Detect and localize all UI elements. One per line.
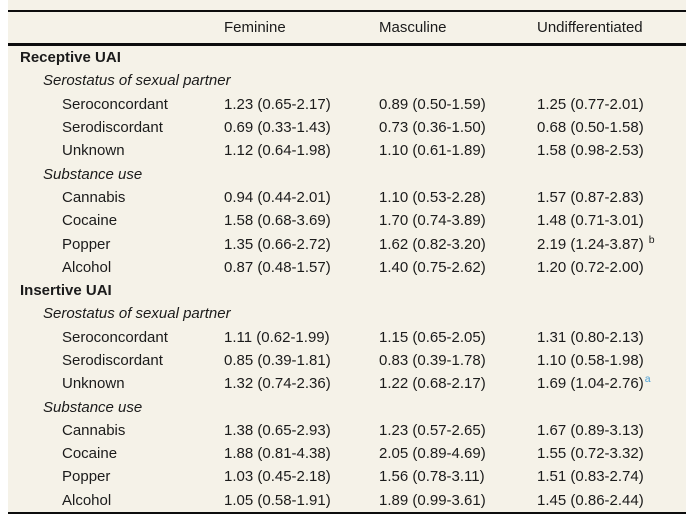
header-separator-rule xyxy=(8,43,686,46)
cell-undifferentiated: 1.10 (0.58-1.98) xyxy=(537,352,644,369)
cell-undifferentiated: 1.58 (0.98-2.53) xyxy=(537,142,644,160)
group-row-serostatus: Serostatus of sexual partner xyxy=(8,69,686,92)
row-label: Unknown xyxy=(62,142,125,160)
cell-undifferentiated: 1.57 (0.87-2.83) xyxy=(537,188,644,206)
cell-undifferentiated: 1.45 (0.86-2.44) xyxy=(537,491,644,509)
data-row-unknown: Unknown 1.12 (0.64-1.98) 1.10 (0.61-1.89… xyxy=(8,139,686,162)
cell-feminine: 1.11 (0.62-1.99) xyxy=(224,328,330,346)
row-label: Serodiscordant xyxy=(62,352,163,369)
cell-masculine: 1.62 (0.82-3.20) xyxy=(379,235,486,253)
footnote-marker-a: a xyxy=(644,373,651,386)
data-row-unknown: Unknown 1.32 (0.74-2.36) 1.22 (0.68-2.17… xyxy=(8,372,686,395)
row-label: Seroconcordant xyxy=(62,328,168,346)
cell-masculine: 1.40 (0.75-2.62) xyxy=(379,258,486,276)
cell-masculine: 1.70 (0.74-3.89) xyxy=(379,212,486,230)
data-row-cocaine: Cocaine 1.88 (0.81-4.38) 2.05 (0.89-4.69… xyxy=(8,442,686,465)
data-row-alcohol: Alcohol 1.05 (0.58-1.91) 1.89 (0.99-3.61… xyxy=(8,489,686,512)
cell-masculine: 2.05 (0.89-4.69) xyxy=(379,445,486,463)
cell-feminine: 1.12 (0.64-1.98) xyxy=(224,142,331,160)
column-header-feminine: Feminine xyxy=(224,19,286,36)
data-row-popper: Popper 1.35 (0.66-2.72) 1.62 (0.82-3.20)… xyxy=(8,232,686,255)
cell-masculine: 1.10 (0.53-2.28) xyxy=(379,188,486,206)
section-row-insertive-uai: Insertive UAI xyxy=(8,279,686,302)
cell-value: 2.19 (1.24-3.87) xyxy=(537,235,644,253)
group-row-substance-use: Substance use xyxy=(8,395,686,418)
cell-masculine: 1.10 (0.61-1.89) xyxy=(379,142,486,160)
row-label: Popper xyxy=(62,468,111,486)
cell-masculine: 0.83 (0.39-1.78) xyxy=(379,352,486,369)
cell-feminine: 1.58 (0.68-3.69) xyxy=(224,212,331,230)
row-label: Serodiscordant xyxy=(62,119,163,137)
cell-masculine: 1.23 (0.57-2.65) xyxy=(379,421,486,439)
row-label: Unknown xyxy=(62,375,125,393)
odds-ratio-table: Feminine Masculine Undifferentiated Rece… xyxy=(8,0,686,514)
cell-feminine: 1.32 (0.74-2.36) xyxy=(224,375,331,393)
data-row-seroconcordant: Seroconcordant 1.11 (0.62-1.99) 1.15 (0.… xyxy=(8,326,686,349)
column-header-undifferentiated: Undifferentiated xyxy=(537,19,643,36)
data-row-popper: Popper 1.03 (0.45-2.18) 1.56 (0.78-3.11)… xyxy=(8,465,686,488)
cell-feminine: 1.35 (0.66-2.72) xyxy=(224,235,331,253)
data-row-cannabis: Cannabis 0.94 (0.44-2.01) 1.10 (0.53-2.2… xyxy=(8,186,686,209)
cell-undifferentiated: 1.48 (0.71-3.01) xyxy=(537,212,644,230)
table-header-row: Feminine Masculine Undifferentiated xyxy=(8,12,686,43)
section-title: Insertive UAI xyxy=(20,282,112,300)
row-label: Cannabis xyxy=(62,188,126,206)
cell-feminine: 0.69 (0.33-1.43) xyxy=(224,119,331,137)
data-row-cocaine: Cocaine 1.58 (0.68-3.69) 1.70 (0.74-3.89… xyxy=(8,209,686,232)
section-title: Receptive UAI xyxy=(20,49,121,67)
cell-masculine: 1.89 (0.99-3.61) xyxy=(379,491,486,509)
cell-undifferentiated: 1.55 (0.72-3.32) xyxy=(537,445,644,463)
cell-undifferentiated: 1.20 (0.72-2.00) xyxy=(537,258,644,276)
group-row-substance-use: Substance use xyxy=(8,162,686,185)
cell-undifferentiated: 2.19 (1.24-3.87) b xyxy=(529,233,686,253)
cell-feminine: 0.85 (0.39-1.81) xyxy=(224,352,331,369)
row-label: Popper xyxy=(62,235,111,253)
cell-masculine: 1.22 (0.68-2.17) xyxy=(379,375,486,393)
cell-masculine: 0.89 (0.50-1.59) xyxy=(379,95,486,113)
cell-value: 1.69 (1.04-2.76) xyxy=(537,375,644,393)
table-bottom-rule xyxy=(8,512,686,514)
section-row-receptive-uai: Receptive UAI xyxy=(8,46,686,69)
group-title: Serostatus of sexual partner xyxy=(43,305,231,323)
cell-feminine: 1.23 (0.65-2.17) xyxy=(224,95,331,113)
footnote-marker-b: b xyxy=(648,233,655,246)
cell-masculine: 1.56 (0.78-3.11) xyxy=(379,468,485,486)
cell-feminine: 1.03 (0.45-2.18) xyxy=(224,468,331,486)
row-label: Cannabis xyxy=(62,421,126,439)
row-label: Alcohol xyxy=(62,491,112,509)
table-top-rule xyxy=(8,10,686,12)
cell-undifferentiated: 1.67 (0.89-3.13) xyxy=(537,421,644,439)
cell-feminine: 1.38 (0.65-2.93) xyxy=(224,421,331,439)
cell-masculine: 1.15 (0.65-2.05) xyxy=(379,328,486,346)
table-body: Receptive UAI Serostatus of sexual partn… xyxy=(8,46,686,512)
cell-undifferentiated: 0.68 (0.50-1.58) xyxy=(537,119,644,137)
cell-masculine: 0.73 (0.36-1.50) xyxy=(379,119,486,137)
cell-undifferentiated: 1.25 (0.77-2.01) xyxy=(537,95,644,113)
row-label: Seroconcordant xyxy=(62,95,168,113)
data-row-serodiscordant: Serodiscordant 0.69 (0.33-1.43) 0.73 (0.… xyxy=(8,116,686,139)
row-label: Alcohol xyxy=(62,258,112,276)
cell-feminine: 0.94 (0.44-2.01) xyxy=(224,188,331,206)
cell-undifferentiated: 1.31 (0.80-2.13) xyxy=(537,328,644,346)
data-row-serodiscordant: Serodiscordant 0.85 (0.39-1.81) 0.83 (0.… xyxy=(8,349,686,372)
data-row-alcohol: Alcohol 0.87 (0.48-1.57) 1.40 (0.75-2.62… xyxy=(8,256,686,279)
group-title: Substance use xyxy=(43,398,143,416)
column-header-masculine: Masculine xyxy=(379,19,447,36)
group-title: Substance use xyxy=(43,165,143,183)
data-row-cannabis: Cannabis 1.38 (0.65-2.93) 1.23 (0.57-2.6… xyxy=(8,419,686,442)
data-row-seroconcordant: Seroconcordant 1.23 (0.65-2.17) 0.89 (0.… xyxy=(8,93,686,116)
row-label: Cocaine xyxy=(62,212,118,230)
group-title: Serostatus of sexual partner xyxy=(43,72,231,90)
group-row-serostatus: Serostatus of sexual partner xyxy=(8,302,686,325)
cell-undifferentiated: 1.51 (0.83-2.74) xyxy=(537,468,644,486)
row-label: Cocaine xyxy=(62,445,118,463)
cell-feminine: 1.05 (0.58-1.91) xyxy=(224,491,331,509)
cell-feminine: 1.88 (0.81-4.38) xyxy=(224,445,331,463)
cell-feminine: 0.87 (0.48-1.57) xyxy=(224,258,331,276)
cell-undifferentiated: 1.69 (1.04-2.76)a xyxy=(529,373,686,393)
